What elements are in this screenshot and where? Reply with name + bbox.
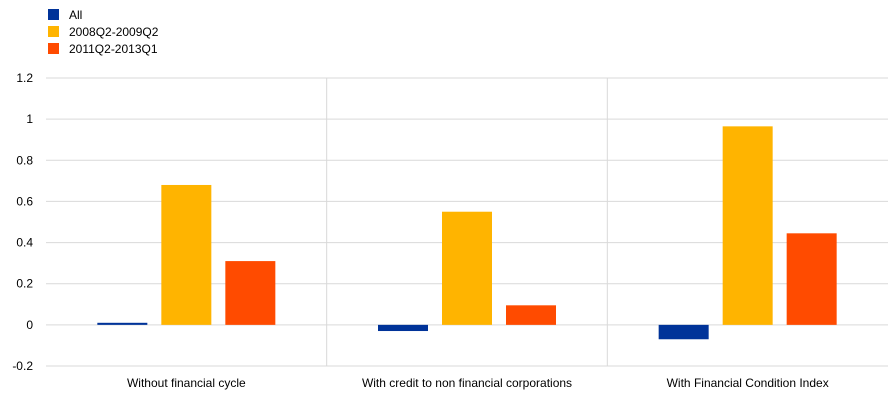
bar bbox=[658, 324, 709, 340]
y-tick-label: 0 bbox=[26, 318, 33, 332]
legend-label-all: All bbox=[69, 7, 83, 22]
legend-swatch-2011q2-2013q1 bbox=[48, 43, 59, 54]
y-tick-label: 1.2 bbox=[16, 71, 33, 85]
legend-item-2011q2-2013q1: 2011Q2-2013Q1 bbox=[48, 40, 158, 57]
x-tick-label: Without financial cycle bbox=[127, 376, 246, 390]
y-tick-label: 0.8 bbox=[16, 153, 33, 167]
y-tick-label: 0.6 bbox=[16, 194, 33, 208]
y-tick-label: 1 bbox=[26, 112, 33, 126]
bar bbox=[442, 211, 492, 325]
legend-item-2008q2-2009q2: 2008Q2-2009Q2 bbox=[48, 23, 158, 40]
x-tick-label: With credit to non financial corporation… bbox=[362, 376, 572, 390]
legend-swatch-all bbox=[48, 9, 59, 20]
y-axis: -0.2 0 0.2 0.4 0.6 0.8 1 1.2 bbox=[12, 71, 33, 373]
bar bbox=[506, 305, 556, 325]
bar bbox=[378, 324, 428, 332]
bars bbox=[97, 126, 837, 340]
y-tick-label: 0.4 bbox=[16, 236, 33, 250]
legend-swatch-2008q2-2009q2 bbox=[48, 26, 59, 37]
bar bbox=[786, 233, 837, 325]
y-tick-label: 0.2 bbox=[16, 277, 33, 291]
bar bbox=[97, 322, 148, 325]
legend-label-2011q2-2013q1: 2011Q2-2013Q1 bbox=[69, 41, 158, 56]
legend-label-2008q2-2009q2: 2008Q2-2009Q2 bbox=[69, 24, 159, 39]
x-axis: Without financial cycle With credit to no… bbox=[127, 376, 829, 390]
bar bbox=[225, 261, 276, 325]
legend-item-all: All bbox=[48, 6, 158, 23]
bar bbox=[722, 126, 773, 325]
bar bbox=[161, 184, 212, 325]
x-tick-label: With Financial Condition Index bbox=[667, 376, 829, 390]
y-tick-label: -0.2 bbox=[12, 359, 33, 373]
legend: All 2008Q2-2009Q2 2011Q2-2013Q1 bbox=[48, 6, 158, 57]
